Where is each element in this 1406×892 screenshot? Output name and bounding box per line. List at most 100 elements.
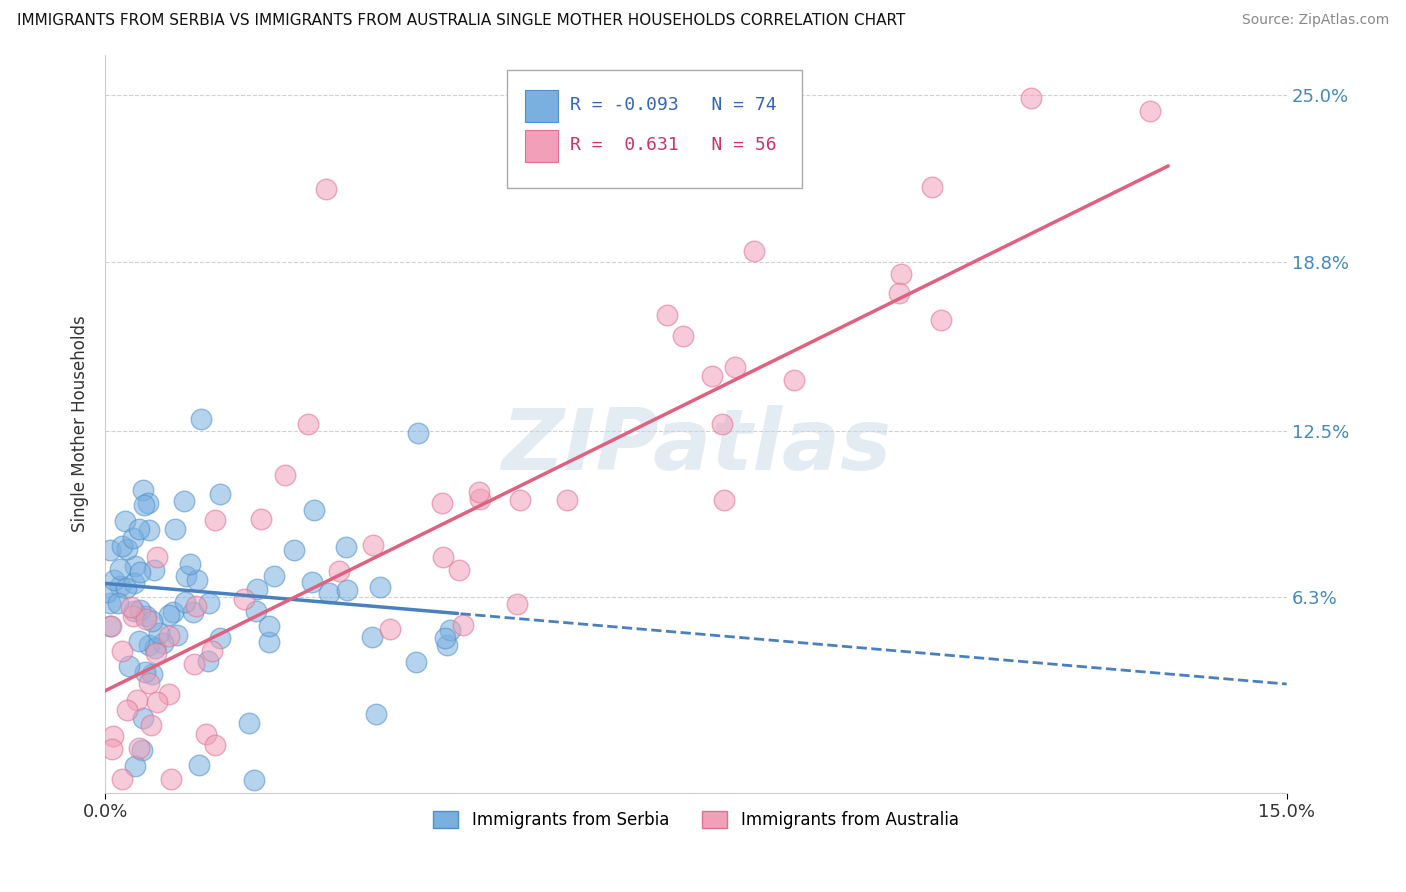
Point	[243, 773, 266, 788]
Point	[742, 244, 765, 259]
Point	[711, 417, 734, 431]
Point	[187, 758, 209, 772]
Point	[132, 710, 155, 724]
Point	[232, 591, 254, 606]
Point	[124, 604, 146, 618]
Point	[115, 541, 138, 556]
Point	[451, 618, 474, 632]
Point	[128, 522, 150, 536]
Point	[378, 622, 401, 636]
Point	[174, 569, 197, 583]
Point	[125, 693, 148, 707]
Point	[124, 559, 146, 574]
Point	[111, 540, 134, 554]
Point	[128, 565, 150, 579]
Point	[135, 612, 157, 626]
Point	[929, 313, 952, 327]
Point	[143, 640, 166, 655]
Text: IMMIGRANTS FROM SERBIA VS IMMIGRANTS FROM AUSTRALIA SINGLE MOTHER HOUSEHOLDS COR: IMMIGRANTS FROM SERBIA VS IMMIGRANTS FRO…	[17, 13, 905, 29]
Point	[301, 575, 323, 590]
Point	[713, 492, 735, 507]
Point	[655, 308, 678, 322]
Point	[449, 563, 471, 577]
Point	[364, 707, 387, 722]
Point	[204, 513, 226, 527]
Point	[436, 639, 458, 653]
Point	[208, 487, 231, 501]
Point	[273, 468, 295, 483]
Point	[101, 730, 124, 744]
FancyBboxPatch shape	[524, 130, 558, 162]
Point	[162, 606, 184, 620]
Point	[302, 502, 325, 516]
Point	[190, 412, 212, 426]
Point	[245, 604, 267, 618]
Point	[107, 596, 129, 610]
Point	[468, 491, 491, 506]
Point	[186, 599, 208, 613]
Point	[509, 492, 531, 507]
Point	[114, 514, 136, 528]
Point	[122, 609, 145, 624]
Point	[138, 676, 160, 690]
Point	[297, 417, 319, 432]
Point	[433, 631, 456, 645]
Point	[134, 665, 156, 680]
Point	[141, 614, 163, 628]
Point	[132, 498, 155, 512]
Point	[361, 630, 384, 644]
Point	[166, 628, 188, 642]
Point	[204, 739, 226, 753]
Point	[257, 634, 280, 648]
Point	[132, 483, 155, 498]
Point	[209, 632, 232, 646]
Point	[555, 493, 578, 508]
Point	[98, 542, 121, 557]
Point	[283, 542, 305, 557]
Point	[336, 582, 359, 597]
Point	[131, 743, 153, 757]
Point	[157, 607, 180, 622]
Point	[318, 585, 340, 599]
Point	[98, 619, 121, 633]
Point	[120, 599, 142, 614]
Point	[335, 540, 357, 554]
Point	[505, 597, 527, 611]
Point	[201, 644, 224, 658]
Point	[186, 573, 208, 587]
Point	[263, 569, 285, 583]
Text: R = -0.093   N = 74: R = -0.093 N = 74	[569, 95, 776, 113]
Point	[160, 772, 183, 787]
Text: ZIPatlas: ZIPatlas	[501, 405, 891, 488]
Point	[405, 656, 427, 670]
Point	[179, 557, 201, 571]
Point	[159, 629, 181, 643]
Point	[432, 550, 454, 565]
Point	[96, 585, 118, 599]
Point	[198, 596, 221, 610]
Point	[148, 625, 170, 640]
Point	[101, 742, 124, 756]
Point	[122, 576, 145, 591]
Point	[138, 523, 160, 537]
Point	[439, 624, 461, 638]
Point	[145, 646, 167, 660]
Point	[111, 644, 134, 658]
Point	[406, 425, 429, 440]
Point	[138, 638, 160, 652]
Point	[163, 523, 186, 537]
Point	[197, 654, 219, 668]
Point	[238, 716, 260, 731]
Point	[195, 727, 218, 741]
Point	[430, 496, 453, 510]
Point	[468, 484, 491, 499]
FancyBboxPatch shape	[524, 90, 558, 121]
Point	[100, 618, 122, 632]
Point	[121, 532, 143, 546]
Point	[152, 636, 174, 650]
Point	[114, 581, 136, 595]
Point	[181, 605, 204, 619]
Point	[1019, 91, 1042, 105]
Point	[174, 595, 197, 609]
FancyBboxPatch shape	[508, 70, 803, 188]
